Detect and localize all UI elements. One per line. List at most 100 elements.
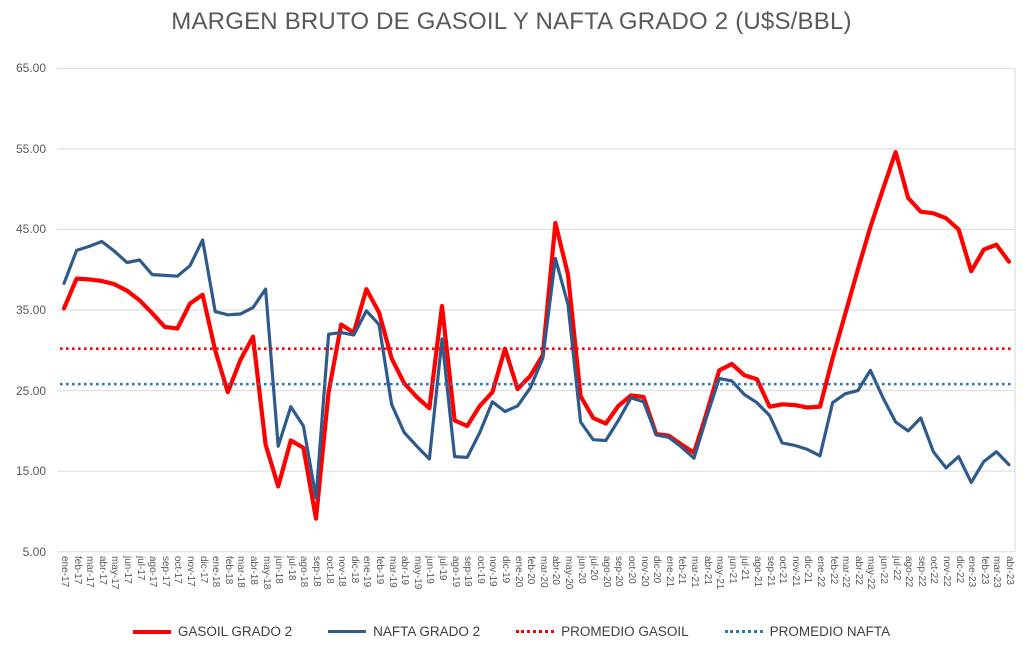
x-tick-label: sep-22 [915,556,927,587]
x-tick-label: dic-17 [197,556,209,584]
x-tick-label: jun-20 [575,556,587,584]
x-tick-label: oct-21 [777,556,789,584]
x-tick-label: abr-21 [701,556,713,585]
x-tick-label: may-19 [411,556,423,590]
x-tick-label: may-20 [563,556,574,590]
x-tick-label: jul-21 [739,556,751,581]
y-tick-label: 55.00 [15,141,46,156]
x-tick-label: oct-22 [928,556,940,584]
legend-swatch-icon [724,630,763,633]
y-tick-label: 35.00 [15,303,46,317]
x-tick-label: jul-18 [285,556,297,581]
x-tick-label: sep-21 [764,556,776,587]
x-tick-label: dic-21 [802,556,814,584]
x-tick-label: sep-17 [159,556,171,587]
y-tick-label: 5.00 [22,544,46,559]
x-tick-label: jun-17 [122,556,133,584]
x-tick-label: dic-18 [348,556,360,584]
x-tick-label: abr-17 [96,556,108,585]
x-tick-label: feb-21 [676,556,688,585]
legend-item: NAFTA GRADO 2 [328,624,480,639]
x-tick-label: feb-18 [222,556,234,585]
x-tick-label: ago-17 [147,556,159,588]
x-tick-label: may-22 [865,556,877,590]
chart-title: MARGEN BRUTO DE GASOIL Y NAFTA GRADO 2 (… [171,8,852,35]
x-tick-label: jun-18 [273,556,285,584]
legend-swatch-icon [328,630,367,633]
x-tick-label: mar-18 [235,556,247,588]
legend-item: PROMEDIO GASOIL [516,624,689,639]
x-tick-label: feb-23 [978,556,990,585]
x-tick-label: mar-19 [386,556,398,588]
x-tick-label: jul-20 [588,556,600,581]
x-tick-label: jul-19 [437,556,448,581]
x-tick-label: sep-20 [613,556,625,587]
x-tick-label: oct-17 [172,556,184,584]
x-tick-label: feb-19 [374,556,385,585]
x-tick-label: abr-18 [248,556,259,585]
x-tick-label: may-17 [109,556,121,590]
x-tick-label: abr-19 [399,556,411,585]
legend-item: PROMEDIO NAFTA [724,624,891,639]
x-tick-label: nov-20 [638,556,650,587]
x-tick-label: may-21 [714,556,726,590]
x-tick-label: feb-20 [525,556,537,585]
x-tick-label: abr-23 [1004,556,1015,585]
y-tick-label: 45.00 [15,222,46,237]
x-tick-label: sep-18 [311,556,322,587]
x-tick-label: feb-17 [71,556,83,585]
legend-label: PROMEDIO NAFTA [769,624,891,639]
x-tick-label: dic-20 [651,556,663,584]
x-tick-label: ene-19 [361,556,373,588]
x-tick-label: mar-22 [840,556,852,588]
x-tick-label: nov-19 [487,556,499,587]
x-tick-label: ago-19 [449,556,461,588]
x-tick-label: abr-22 [852,556,864,585]
legend-label: GASOIL GRADO 2 [177,624,293,639]
legend-item: GASOIL GRADO 2 [132,624,293,639]
x-tick-label: nov-22 [941,556,952,587]
x-tick-label: jul-17 [134,556,146,581]
x-tick-label: jun-19 [424,556,436,584]
x-tick-label: ene-18 [210,556,222,588]
x-tick-label: nov-18 [336,556,348,587]
x-tick-label: ago-20 [600,556,612,588]
x-tick-label: ago-18 [298,556,310,588]
x-tick-label: mar-23 [991,556,1003,588]
x-tick-label: ene-21 [663,556,675,588]
x-tick-label: nov-17 [185,556,196,587]
x-tick-label: oct-19 [474,556,486,584]
y-tick-label: 25.00 [15,383,46,398]
x-tick-label: jun-21 [726,556,738,584]
x-tick-label: sep-19 [462,556,474,587]
x-tick-label: ago-22 [903,556,915,588]
x-tick-label: ene-17 [59,556,70,588]
gasoil-line [61,150,1012,521]
legend-swatch-icon [516,630,555,633]
x-tick-label: jun-22 [878,556,889,584]
x-tick-label: oct-20 [626,556,637,584]
x-tick-label: oct-18 [323,556,335,584]
chart-legend: GASOIL GRADO 2 NAFTA GRADO 2 PROMEDIO GASO… [0,624,1023,639]
legend-swatch-icon [132,629,171,634]
x-tick-label: mar-20 [537,556,549,588]
x-tick-label: abr-20 [550,556,562,585]
x-tick-label: feb-22 [827,556,839,585]
legend-label: NAFTA GRADO 2 [373,624,481,639]
x-tick-label: ene-23 [966,556,978,588]
x-tick-label: ago-21 [752,556,763,588]
nafta-line [62,238,1011,500]
legend-label: PROMEDIO GASOIL [561,624,689,639]
x-tick-label: ene-22 [815,556,826,588]
x-tick-label: mar-21 [689,556,700,588]
x-tick-label: dic-19 [500,556,511,584]
x-tick-label: mar-17 [84,556,96,588]
x-tick-label: jul-22 [890,556,902,581]
x-tick-label: ene-20 [512,556,524,588]
y-tick-label: 65.00 [15,61,46,76]
x-tick-label: dic-22 [953,556,965,584]
x-tick-label: may-18 [260,556,272,590]
x-tick-label: nov-21 [789,556,801,587]
